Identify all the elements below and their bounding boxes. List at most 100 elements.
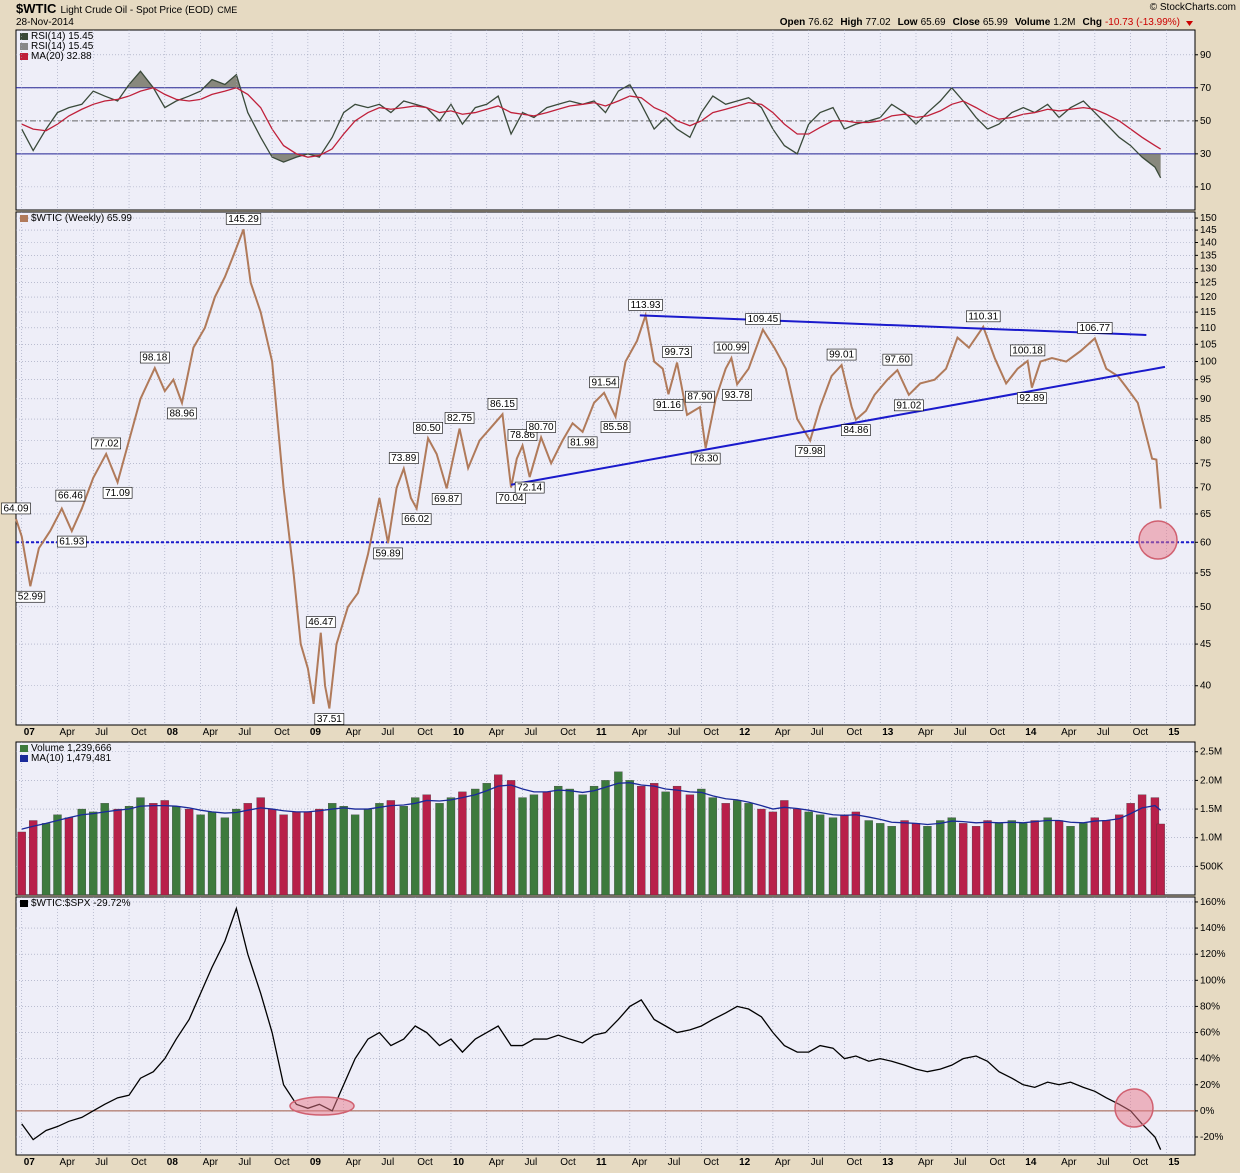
x-tick-label: Jul — [668, 1157, 681, 1168]
highlight-circle — [1114, 1088, 1154, 1128]
y-tick-label: -20% — [1200, 1132, 1223, 1143]
annotation-box — [685, 390, 715, 403]
annotation-box — [225, 213, 262, 225]
x-tick-label: 08 — [167, 727, 179, 738]
y-tick-label: 135 — [1200, 250, 1217, 261]
annotation-box — [1017, 392, 1047, 404]
y-tick-label: 130 — [1200, 264, 1217, 275]
volume-bar — [721, 803, 730, 896]
volume-bar — [793, 808, 802, 896]
volume-bar — [172, 806, 181, 896]
x-tick-label: 07 — [24, 1157, 36, 1168]
y-tick-label: 0% — [1200, 1106, 1215, 1117]
annotation-label: 91.02 — [896, 400, 921, 411]
x-tick-label: Oct — [274, 1157, 290, 1168]
annotation-box — [795, 445, 825, 457]
volume-bar — [267, 808, 277, 896]
down-arrow — [1186, 21, 1193, 26]
x-tick-label: Apr — [489, 727, 505, 738]
x-tick-label: 09 — [310, 727, 322, 738]
volume-bar — [614, 771, 623, 896]
legend-label: MA(20) 32.88 — [31, 51, 92, 62]
annotation-label: 86.15 — [490, 399, 515, 410]
stat-value: 76.62 — [808, 17, 833, 28]
volume-bar — [279, 814, 288, 896]
y-tick-label: 2.5M — [1200, 747, 1222, 758]
x-tick-label: 10 — [453, 1157, 465, 1168]
annotation-label: 106.77 — [1080, 323, 1111, 334]
volume-bar — [77, 808, 86, 896]
annotation-label: 78.30 — [693, 454, 718, 465]
annotation-box — [444, 412, 475, 424]
x-tick-label: 13 — [882, 1157, 894, 1168]
annotation-label: 92.89 — [1019, 393, 1044, 404]
y-tick-label: 50 — [1200, 116, 1212, 127]
volume-bar — [207, 811, 217, 896]
annotation-label: 69.87 — [434, 494, 459, 505]
volume-bar — [53, 814, 62, 896]
annotation-box — [413, 421, 443, 434]
volume-bar — [160, 800, 169, 896]
annotation-box — [526, 421, 556, 433]
volume-bar — [1090, 817, 1099, 896]
annotation-box — [894, 399, 924, 412]
volume-bar — [386, 800, 396, 896]
volume-bar — [41, 823, 51, 896]
y-tick-label: 70 — [1200, 83, 1212, 94]
y-tick-label: 95 — [1200, 375, 1212, 386]
x-tick-label: Apr — [346, 727, 362, 738]
volume-bar — [471, 788, 480, 896]
x-tick-label: 15 — [1168, 727, 1180, 738]
y-tick-label: 40% — [1200, 1054, 1220, 1065]
watermark: © StockCharts.com — [1150, 2, 1236, 13]
volume-bar — [1007, 820, 1017, 896]
x-tick-label: Jul — [1097, 727, 1110, 738]
volume-bar — [815, 814, 825, 896]
y-tick-label: 140% — [1200, 923, 1226, 934]
y-tick-label: 145 — [1200, 225, 1217, 236]
annotation-label: 100.99 — [716, 343, 747, 354]
volume-bar — [923, 826, 932, 896]
x-tick-label: 15 — [1168, 1157, 1180, 1168]
y-tick-label: 45 — [1200, 639, 1212, 650]
volume-bar — [136, 797, 145, 896]
y-tick-label: 105 — [1200, 339, 1217, 350]
x-tick-label: Jul — [668, 727, 681, 738]
y-tick-label: 140 — [1200, 237, 1217, 248]
x-tick-label: 07 — [24, 727, 36, 738]
volume-bar — [840, 814, 849, 896]
annotation-label: 85.58 — [603, 422, 628, 433]
volume-bar — [113, 808, 122, 896]
x-tick-label: Apr — [489, 1157, 505, 1168]
y-tick-label: 50 — [1200, 602, 1212, 613]
legend-label: $WTIC:$SPX -29.72% — [31, 898, 131, 909]
annotation-label: 98.18 — [142, 353, 167, 364]
annotation-label: 91.16 — [656, 400, 681, 411]
volume-bar — [256, 797, 265, 896]
legend-swatch — [20, 33, 28, 40]
annotation-box — [882, 353, 913, 366]
annotation-label: 110.31 — [968, 311, 998, 322]
annotation-label: 82.75 — [447, 413, 472, 424]
stat-label: Close — [953, 17, 981, 28]
volume-bar — [780, 800, 789, 896]
x-tick-label: 14 — [1025, 727, 1037, 738]
x-tick-label: Jul — [238, 1157, 251, 1168]
volume-bar — [363, 808, 373, 896]
panel — [15, 896, 1196, 1156]
trendline — [639, 314, 1147, 336]
volume-bar — [375, 803, 384, 896]
volume-bar — [578, 794, 587, 896]
x-tick-label: Apr — [203, 727, 219, 738]
volume-bar — [399, 806, 408, 896]
volume-bar — [637, 785, 646, 896]
annotation-box — [713, 341, 750, 354]
annotation-label: 80.50 — [416, 423, 441, 434]
annotation-box — [653, 398, 684, 411]
volume-bar — [494, 774, 503, 896]
volume-bar — [435, 803, 444, 896]
x-tick-label: Apr — [59, 1157, 75, 1168]
x-tick-label: Oct — [560, 727, 576, 738]
annotation-box — [1009, 344, 1046, 357]
y-tick-label: 55 — [1200, 568, 1212, 579]
